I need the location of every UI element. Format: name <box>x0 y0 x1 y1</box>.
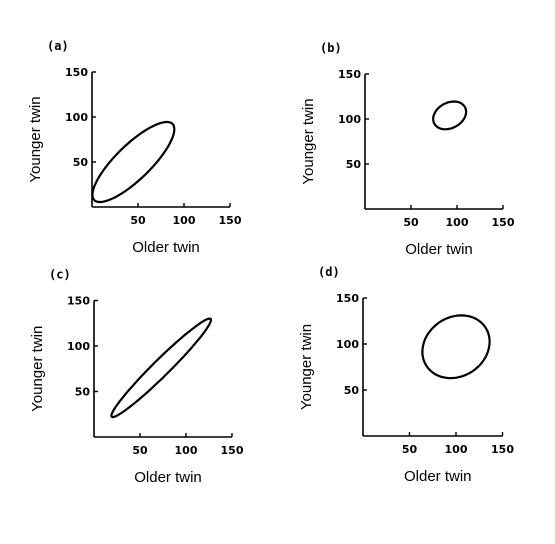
y-tick-label: 50 <box>346 158 362 171</box>
y-tick-label: 50 <box>344 384 360 397</box>
y-tick-label: 150 <box>67 295 90 308</box>
x-tick-label: 150 <box>219 214 242 227</box>
y-tick-label: 150 <box>336 292 359 305</box>
correlation-ellipse <box>110 317 212 419</box>
y-axis-title: Younger twin <box>298 324 315 410</box>
x-tick-label: 50 <box>132 444 148 457</box>
y-axis-title: Younger twin <box>300 98 317 184</box>
correlation-ellipse <box>421 314 491 380</box>
panel-label: (a) <box>47 39 69 53</box>
x-tick-label: 50 <box>130 214 146 227</box>
x-axis-title: Older twin <box>405 241 473 258</box>
y-axis-title: Younger twin <box>27 96 44 182</box>
y-tick-label: 50 <box>75 386 91 399</box>
x-tick-label: 100 <box>175 444 198 457</box>
x-tick-label: 100 <box>446 216 469 229</box>
x-tick-label: 100 <box>445 443 468 456</box>
panel-d: 50 100 150 50 100 150 (d) Older twin Younger twi… <box>298 265 514 485</box>
correlation-ellipse <box>91 120 176 204</box>
panel-a: 50 100 150 50 100 150 (a) Older twin Younger twi… <box>27 39 242 256</box>
y-tick-label: 100 <box>65 111 88 124</box>
y-tick-label: 100 <box>67 340 90 353</box>
x-tick-label: 50 <box>402 443 418 456</box>
x-axis-title: Older twin <box>132 239 200 256</box>
x-tick-label: 100 <box>173 214 196 227</box>
x-axis-title: Older twin <box>404 468 472 485</box>
x-tick-label: 150 <box>491 443 514 456</box>
y-tick-label: 150 <box>65 66 88 79</box>
panel-label: (d) <box>318 265 340 279</box>
y-tick-label: 100 <box>338 113 361 126</box>
correlation-ellipse <box>432 100 468 131</box>
panel-label: (c) <box>49 268 71 282</box>
x-tick-label: 150 <box>492 216 515 229</box>
panel-b: 50 100 150 50 100 150 (b) Older twin Younger twi… <box>300 41 515 258</box>
y-tick-label: 150 <box>338 68 361 81</box>
y-tick-label: 100 <box>336 338 359 351</box>
x-tick-label: 150 <box>221 444 244 457</box>
panel-label: (b) <box>320 41 342 55</box>
x-axis-title: Older twin <box>134 469 202 486</box>
y-axis-title: Younger twin <box>29 326 46 412</box>
x-tick-label: 50 <box>403 216 419 229</box>
y-tick-label: 50 <box>73 156 89 169</box>
panel-c: 50 100 150 50 100 150 (c) Older twin Younger twi… <box>29 268 244 487</box>
